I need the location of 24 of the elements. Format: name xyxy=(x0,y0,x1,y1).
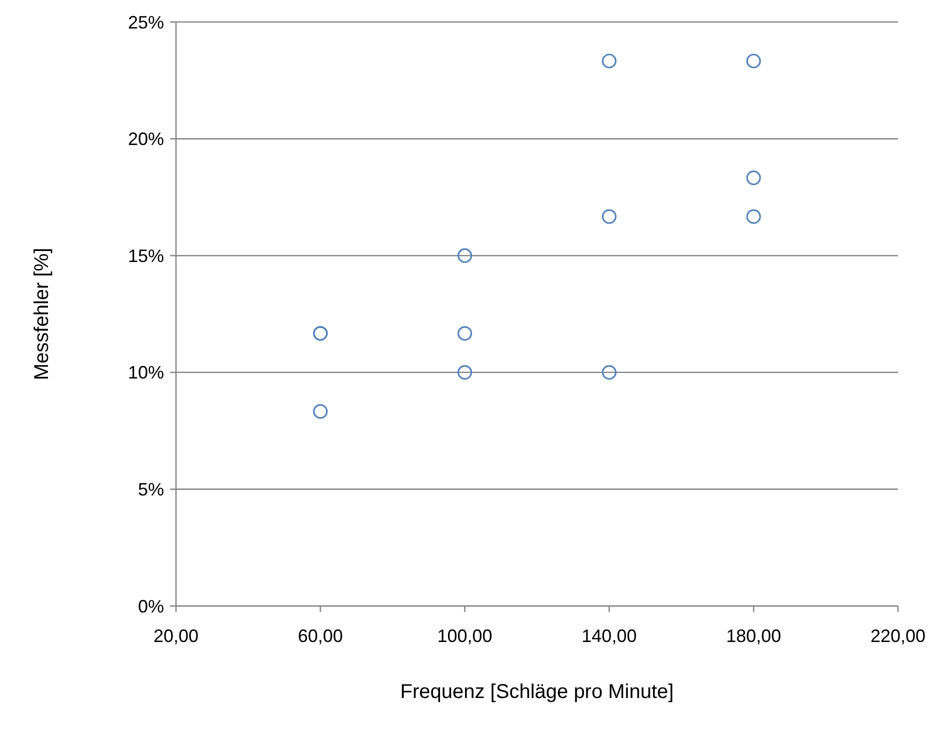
x-tick-label: 20,00 xyxy=(153,626,199,646)
y-axis-title: Messfehler [%] xyxy=(31,248,53,380)
x-axis-title: Frequenz [Schläge pro Minute] xyxy=(400,681,674,703)
y-tick-label: 5% xyxy=(138,480,164,500)
y-tick-label: 15% xyxy=(128,246,164,266)
point xyxy=(746,209,761,224)
point xyxy=(458,248,472,263)
point xyxy=(458,326,472,341)
y-tick-label: 20% xyxy=(128,129,164,150)
point xyxy=(602,209,616,224)
x-tick-label: 180,00 xyxy=(726,626,782,646)
point xyxy=(746,170,761,186)
x-tick-label: 60,00 xyxy=(298,626,343,646)
x-tick-label: 220,00 xyxy=(870,626,926,646)
point xyxy=(602,54,616,68)
y-tick-label: 25% xyxy=(128,12,164,32)
point xyxy=(313,404,328,419)
x-tick-label: 140,00 xyxy=(582,626,637,646)
point xyxy=(746,54,761,68)
point xyxy=(602,365,616,380)
y-tick-label: 10% xyxy=(128,362,164,383)
x-tick-label: 100,00 xyxy=(437,626,492,646)
point xyxy=(458,365,472,380)
y-tick-label: 0% xyxy=(138,596,164,616)
